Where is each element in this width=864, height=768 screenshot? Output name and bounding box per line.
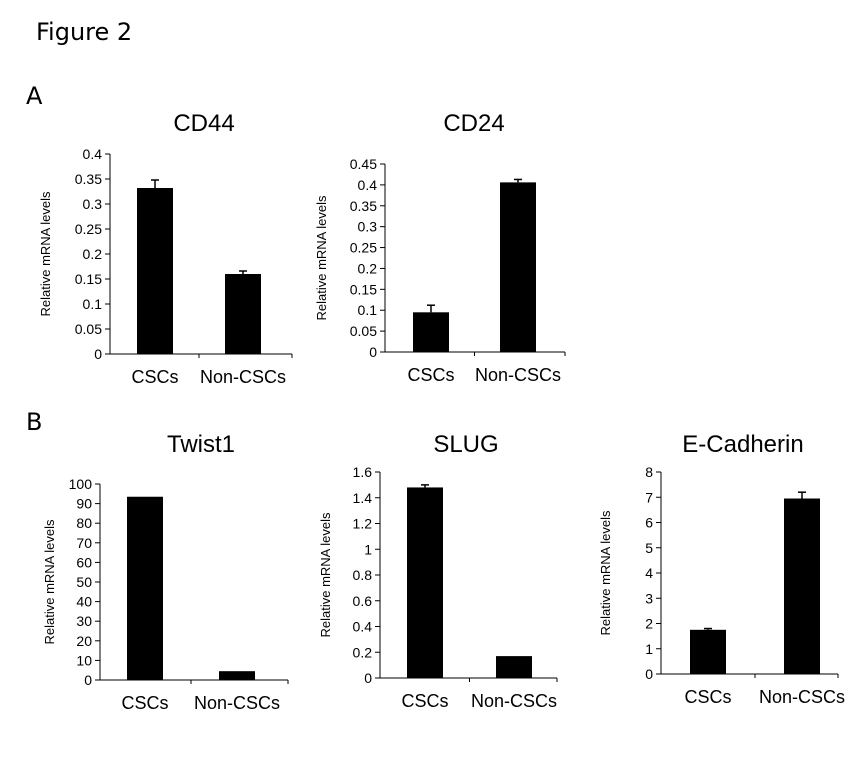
y-tick-label: 4 [645, 565, 653, 581]
y-axis-label: Relative mRNA levels [38, 191, 53, 316]
y-tick-label: 0.05 [350, 323, 377, 339]
chart-title: Twist1 [167, 431, 235, 458]
x-tick-label: Non-CSCs [194, 693, 280, 713]
y-tick-label: 100 [69, 476, 93, 492]
x-tick-label: CSCs [131, 367, 178, 387]
y-tick-label: 0.25 [350, 240, 377, 256]
chart-twist1: Twist1 0 10 20 30 40 50 60 70 80 90 100 CSCs Non-CSCs… [42, 431, 289, 713]
y-tick-label: 5 [645, 540, 653, 556]
chart-title: SLUG [433, 431, 498, 458]
figure-title: Figure 2 [36, 18, 133, 46]
y-axis-label: Relative mRNA levels [318, 512, 333, 637]
bar-non-cscs [225, 274, 261, 354]
y-tick-label: 90 [76, 496, 92, 512]
chart-slug: SLUG 0 0.2 0.4 0.6 0.8 1 1.2 1.4 1.6 CSCs Non-CSCs R… [318, 431, 558, 711]
y-tick-label: 0.2 [353, 644, 373, 660]
bar-cscs [127, 496, 163, 680]
y-tick-label: 0.15 [75, 271, 102, 287]
y-tick-label: 1 [364, 541, 372, 557]
y-tick-label: 0 [369, 344, 377, 360]
chart-title: CD44 [173, 110, 234, 137]
y-tick-label: 0.2 [358, 260, 378, 276]
y-tick-label: 80 [76, 515, 92, 531]
y-tick-label: 0.3 [358, 219, 378, 235]
y-tick-label: 7 [645, 489, 653, 505]
y-tick-label: 10 [76, 652, 92, 668]
y-tick-label: 0 [364, 670, 372, 686]
bar-non-cscs [496, 656, 532, 678]
chart-cd24: CD24 0 0.05 0.1 0.15 0.2 0.25 0.3 0.35 0.4 0.45 CSC… [314, 110, 566, 385]
y-tick-label: 0 [645, 666, 653, 682]
x-tick-label: CSCs [401, 691, 448, 711]
x-tick-label: CSCs [407, 365, 454, 385]
y-tick-label: 0.35 [75, 171, 102, 187]
y-tick-label: 0.35 [350, 198, 377, 214]
y-tick-label: 0.05 [75, 321, 102, 337]
chart-title: E-Cadherin [682, 431, 803, 458]
bar-cscs [413, 312, 449, 352]
y-tick-label: 70 [76, 535, 92, 551]
y-tick-label: 0.1 [358, 302, 378, 318]
bar-cscs [690, 629, 726, 674]
y-tick-label: 0 [84, 672, 92, 688]
y-tick-label: 60 [76, 554, 92, 570]
bar-cscs [137, 188, 173, 354]
x-tick-label: Non-CSCs [200, 367, 286, 387]
bar-non-cscs [219, 671, 255, 680]
y-tick-label: 0.1 [83, 296, 103, 312]
panel-label-b: B [26, 408, 43, 436]
chart-cd44: CD44 0 0.05 0.1 0.15 0.2 0.25 0.3 0.35 0.4 CSCs Non… [38, 110, 293, 387]
y-axis-label: Relative mRNA levels [42, 519, 57, 644]
x-tick-label: Non-CSCs [759, 687, 845, 707]
y-tick-label: 50 [76, 574, 92, 590]
y-tick-label: 1.4 [353, 490, 373, 506]
x-tick-label: CSCs [121, 693, 168, 713]
x-tick-label: Non-CSCs [475, 365, 561, 385]
x-tick-label: Non-CSCs [471, 691, 557, 711]
bar-non-cscs [784, 498, 820, 674]
y-tick-label: 0.6 [353, 593, 373, 609]
bar-non-cscs [500, 182, 536, 352]
y-tick-label: 1 [645, 641, 653, 657]
y-tick-label: 0 [94, 346, 102, 362]
y-tick-label: 40 [76, 594, 92, 610]
y-axis-label: Relative mRNA levels [314, 195, 329, 320]
y-tick-label: 8 [645, 464, 653, 480]
x-tick-label: CSCs [684, 687, 731, 707]
y-tick-label: 20 [76, 633, 92, 649]
y-tick-label: 0.25 [75, 221, 102, 237]
y-tick-label: 0.45 [350, 156, 377, 172]
y-tick-label: 0.4 [358, 177, 378, 193]
bar-cscs [407, 487, 443, 678]
y-tick-label: 0.4 [353, 619, 373, 635]
y-tick-label: 0.8 [353, 567, 373, 583]
y-tick-label: 2 [645, 616, 653, 632]
y-axis-label: Relative mRNA levels [598, 510, 613, 635]
y-tick-label: 0.3 [83, 196, 103, 212]
y-tick-label: 1.2 [353, 516, 373, 532]
y-tick-label: 0.2 [83, 246, 103, 262]
chart-e-cadherin: E-Cadherin 0 1 2 3 4 5 6 7 8 CSCs Non-CSCs Relative … [598, 431, 845, 707]
y-tick-label: 30 [76, 613, 92, 629]
y-tick-label: 0.15 [350, 281, 377, 297]
panel-label-a: A [26, 82, 43, 110]
y-tick-label: 0.4 [83, 146, 103, 162]
y-tick-label: 6 [645, 515, 653, 531]
chart-title: CD24 [443, 110, 504, 137]
y-tick-label: 3 [645, 590, 653, 606]
y-tick-label: 1.6 [353, 464, 373, 480]
